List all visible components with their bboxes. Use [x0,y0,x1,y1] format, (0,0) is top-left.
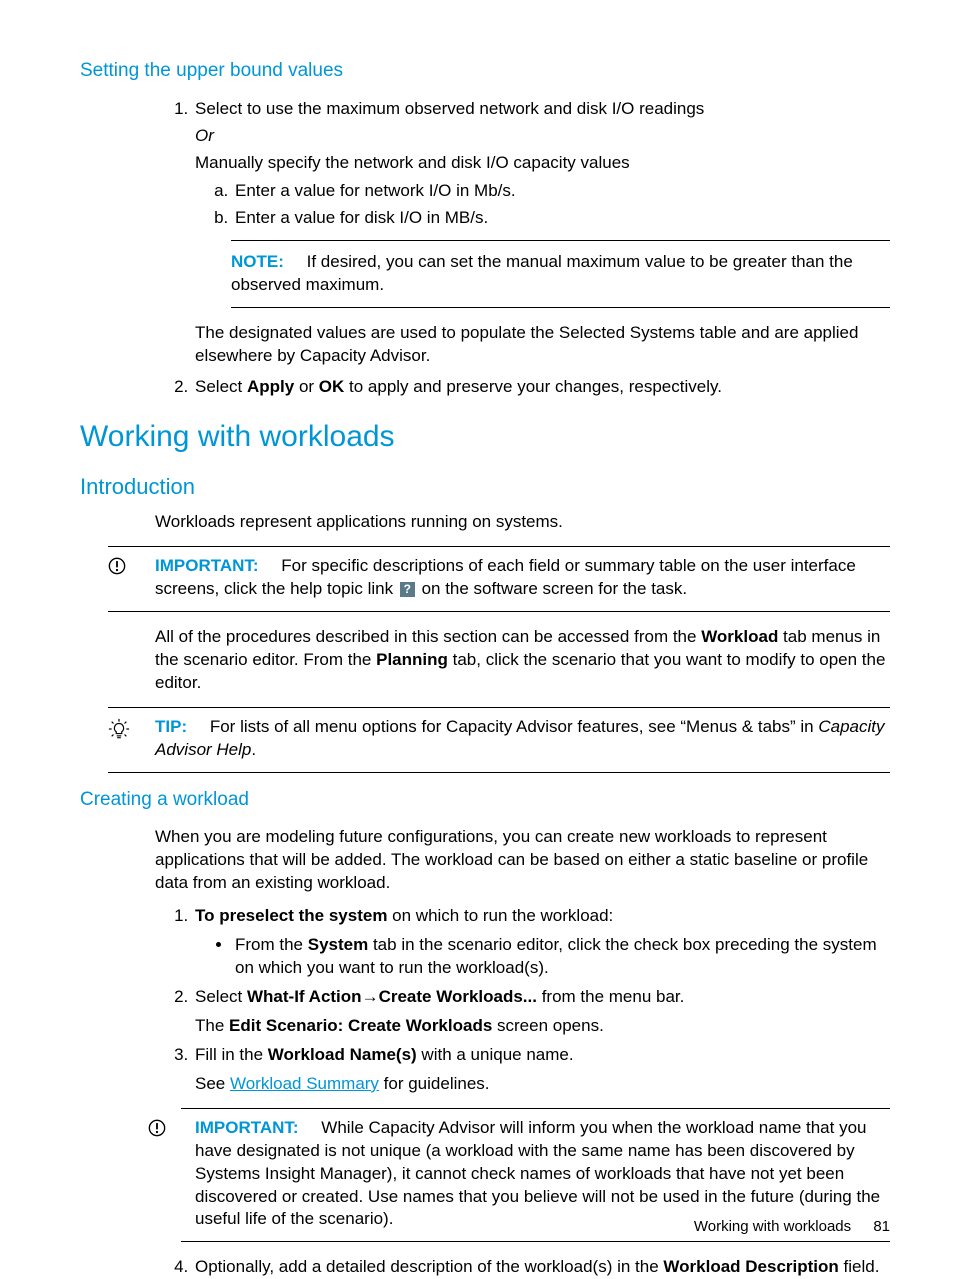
note-box: NOTE: If desired, you can set the manual… [231,240,890,308]
cstep1-post: on which to run the workload: [387,906,613,925]
para2-bold2: Planning [376,650,448,669]
step2-bold1: Apply [247,377,294,396]
heading-setting-upper-bound: Setting the upper bound values [80,58,890,84]
important-icon-2 [148,1117,195,1144]
cstep1-bullet1: From the System tab in the scenario edit… [233,934,890,980]
page-footer: Working with workloads 81 [694,1217,890,1237]
important-icon [108,555,155,582]
note-text: If desired, you can set the manual maxim… [231,252,853,294]
cstep2-bold1: What-If Action [247,987,362,1006]
step2-mid: or [294,377,319,396]
heading-creating-workload: Creating a workload [80,787,890,813]
tip-icon [108,716,155,747]
step2-pre: Select [195,377,247,396]
cstep3-l2-post: for guidelines. [379,1074,490,1093]
footer-page: 81 [873,1218,890,1235]
important-text-1: IMPORTANT: For specific descriptions of … [155,555,890,601]
para2-pre: All of the procedures described in this … [155,627,701,646]
important-label-2: IMPORTANT: [195,1118,299,1137]
cstep2-l2-pre: The [195,1016,229,1035]
cstep4-post: field. [839,1257,880,1276]
cstep3-bold: Workload Name(s) [268,1045,417,1064]
cstep3-l2-pre: See [195,1074,230,1093]
cstep1-bold: To preselect the system [195,906,387,925]
cstep3-pre: Fill in the [195,1045,268,1064]
section1-steps: Select to use the maximum observed netwo… [155,98,890,399]
step1-or: Or [195,125,890,148]
cstep1-b-bold: System [308,935,368,954]
cstep2-bold2: Create Workloads... [379,987,537,1006]
footer-text: Working with workloads [694,1218,851,1235]
cstep2-line2: The Edit Scenario: Create Workloads scre… [195,1015,890,1038]
cstep2-pre: Select [195,987,247,1006]
tip-text: TIP: For lists of all menu options for C… [155,716,890,762]
tip-label: TIP: [155,717,187,736]
tip-callout: TIP: For lists of all menu options for C… [108,707,890,773]
cstep-1: To preselect the system on which to run … [193,905,890,980]
step2-bold2: OK [319,377,345,396]
help-icon: ? [400,582,415,597]
creating-intro: When you are modeling future configurati… [155,826,890,895]
heading-working-with-workloads: Working with workloads [80,417,890,458]
step1-alt: Manually specify the network and disk I/… [195,152,890,175]
cstep2-l2-bold: Edit Scenario: Create Workloads [229,1016,492,1035]
procedures-para: All of the procedures described in this … [155,626,890,695]
cstep3-post: with a unique name. [417,1045,574,1064]
step-2: Select Apply or OK to apply and preserve… [193,376,890,399]
step1-substeps: Enter a value for network I/O in Mb/s. E… [195,180,890,230]
step1b: Enter a value for disk I/O in MB/s. [233,207,890,230]
cstep2-l2-post: screen opens. [492,1016,604,1035]
important-text-2: IMPORTANT: While Capacity Advisor will i… [195,1117,890,1232]
cstep2-post: from the menu bar. [537,987,684,1006]
arrow-icon: → [362,987,379,1006]
cstep-4: Optionally, add a detailed description o… [193,1256,890,1279]
tip-pre: For lists of all menu options for Capaci… [210,717,819,736]
cstep3-line2: See Workload Summary for guidelines. [195,1073,890,1096]
step-1: Select to use the maximum observed netwo… [193,98,890,368]
step2-post: to apply and preserve your changes, resp… [344,377,722,396]
workload-summary-link[interactable]: Workload Summary [230,1074,379,1093]
important-post: on the software screen for the task. [417,579,687,598]
intro-para: Workloads represent applications running… [155,511,890,534]
important-label: IMPORTANT: [155,556,259,575]
cstep4-pre: Optionally, add a detailed description o… [195,1257,663,1276]
para2-bold1: Workload [701,627,778,646]
important-callout-1: IMPORTANT: For specific descriptions of … [108,546,890,612]
cstep-3: Fill in the Workload Name(s) with a uniq… [193,1044,890,1243]
cstep1-b-pre: From the [235,935,308,954]
cstep-2: Select What-If Action→Create Workloads..… [193,986,890,1038]
step1-intro: Select to use the maximum observed netwo… [195,99,704,118]
heading-introduction: Introduction [80,472,890,502]
note-label: NOTE: [231,252,284,271]
cstep1-bullets: From the System tab in the scenario edit… [195,934,890,980]
cstep4-bold: Workload Description [663,1257,838,1276]
step1-after: The designated values are used to popula… [195,322,890,368]
step1a: Enter a value for network I/O in Mb/s. [233,180,890,203]
tip-post: . [251,740,256,759]
